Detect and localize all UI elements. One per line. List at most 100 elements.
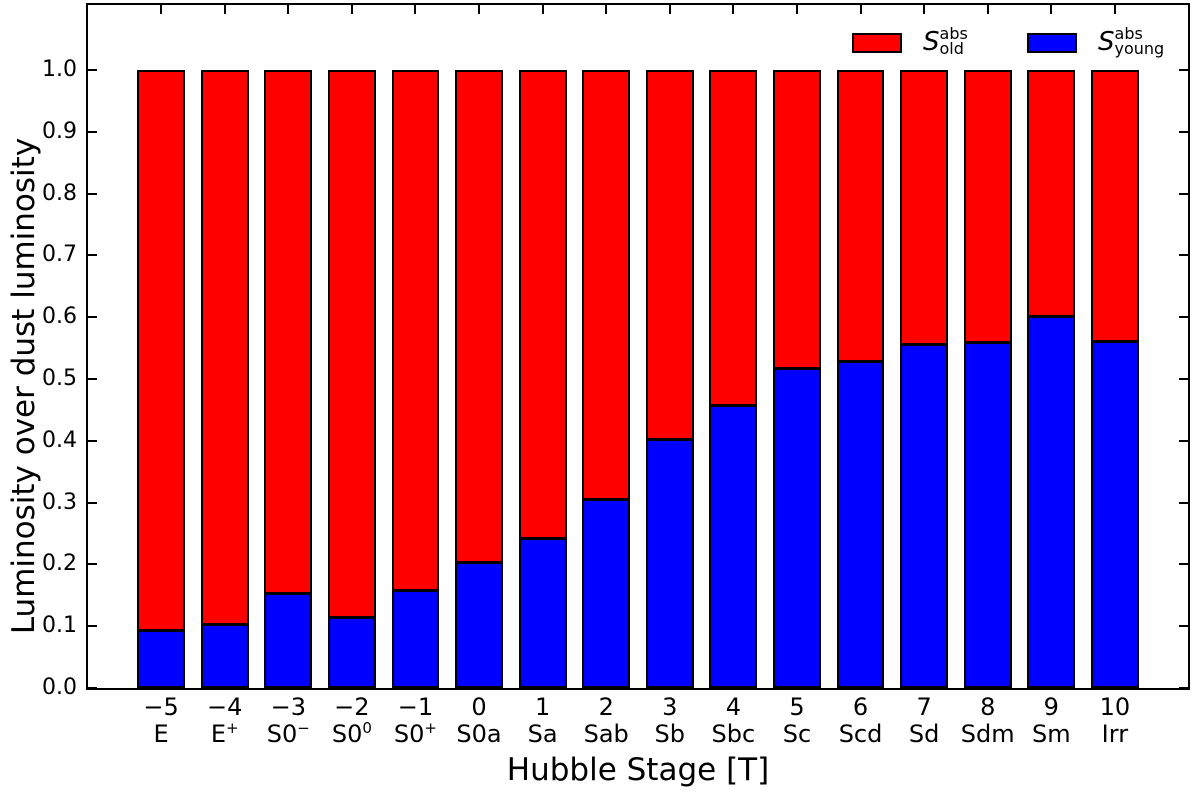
legend-subscript: old [939, 39, 964, 58]
bar-irr [1090, 5, 1139, 688]
bar-segment-old [773, 69, 821, 367]
y-tick-mark-right [1179, 377, 1188, 380]
bar-sc [773, 5, 821, 688]
y-tick-label: 0.2 [42, 551, 77, 577]
y-tick-label: 0.6 [42, 304, 77, 330]
bar-segment-young [391, 588, 440, 688]
legend-swatch-old [852, 33, 902, 53]
legend-superscript: abs [939, 24, 968, 43]
bar-s0a [455, 5, 503, 688]
x-tick-mark-top [1050, 5, 1053, 14]
x-tick-label: −2 S00 [292, 694, 412, 748]
x-tick-number: 1 [534, 693, 551, 721]
y-tick-mark [88, 563, 97, 566]
stage-name-superscript: − [297, 719, 310, 737]
x-tick-number: 4 [725, 693, 742, 721]
legend-sub-sup: abs young [1114, 26, 1165, 58]
bar-segment-young [200, 623, 249, 688]
legend-subscript: young [1114, 39, 1165, 58]
x-tick-label: −3 S0− [228, 694, 348, 748]
x-tick-mark-top [859, 5, 862, 14]
x-tick-label: −1 S0+ [355, 694, 475, 748]
legend-symbol: S [923, 27, 940, 57]
x-tick-mark-top [795, 5, 798, 14]
x-tick-label: 0 S0a [419, 694, 539, 748]
y-tick-mark-right [1179, 192, 1188, 195]
y-tick-label: 0.9 [42, 118, 77, 144]
x-tick-stage-name: Sbc [711, 720, 756, 748]
x-tick-label: 9 Sm [991, 694, 1111, 748]
x-tick-mark-top [478, 5, 481, 14]
x-axis-label: Hubble Stage [T] [506, 752, 770, 788]
bar-segment-old [455, 69, 503, 562]
y-tick-mark [88, 130, 97, 133]
x-tick-stage-name: E+ [210, 719, 239, 748]
y-tick-label: 0.4 [42, 427, 77, 453]
x-tick-label: 2 Sab [546, 694, 666, 748]
x-tick-label: 5 Sc [737, 694, 857, 748]
y-tick-mark-right [1179, 687, 1188, 689]
bar-segment-young [645, 437, 694, 688]
bar-scd [836, 5, 885, 688]
bar-segment-old [200, 69, 249, 624]
x-tick-label: 7 Sd [864, 694, 984, 748]
legend-symbol: S [1098, 27, 1115, 57]
bar-sdm [963, 5, 1012, 688]
x-tick-mark-top [287, 5, 290, 14]
bar-s00 [327, 5, 376, 688]
bar-segment-young [773, 366, 821, 688]
x-tick-number: 2 [598, 693, 614, 721]
x-tick-mark-top [160, 5, 163, 14]
bar-sb [645, 5, 694, 688]
bar-e+ [200, 5, 249, 688]
x-tick-mark-top [923, 5, 926, 14]
y-tick-mark-right [1179, 501, 1188, 504]
bar-segment-young [963, 341, 1012, 688]
x-tick-stage-name: Scd [838, 720, 883, 748]
x-tick-number: −4 [207, 693, 243, 721]
x-tick-mark-top [1113, 5, 1116, 14]
bar-segment-young [709, 403, 758, 688]
x-tick-label: 3 Sb [610, 694, 730, 748]
y-tick-mark [88, 316, 97, 319]
x-tick-stage-name: S0− [266, 719, 310, 748]
y-tick-mark [88, 254, 97, 257]
bar-segment-old [836, 69, 885, 360]
bar-s0− [264, 5, 313, 688]
y-tick-mark [88, 625, 97, 628]
x-tick-mark-top [414, 5, 417, 14]
y-tick-label: 0.5 [42, 365, 77, 391]
bar-segment-young [582, 498, 631, 688]
x-tick-stage-name: Sb [654, 720, 686, 748]
bar-sm [1027, 5, 1076, 688]
x-tick-stage-name: Sc [782, 720, 812, 748]
y-tick-label: 0.7 [42, 242, 77, 268]
bar-s0+ [391, 5, 440, 688]
bar-segment-young [264, 592, 313, 688]
x-tick-stage-name: E [153, 720, 169, 748]
legend-swatch-young [1027, 33, 1077, 53]
bar-sa [518, 5, 567, 688]
bar-segment-young [455, 561, 503, 688]
x-tick-number: 7 [916, 693, 932, 721]
x-tick-stage-name: S00 [331, 719, 372, 748]
y-tick-mark [88, 68, 97, 71]
bar-segment-young [518, 536, 567, 688]
y-tick-label: 0.8 [42, 180, 77, 206]
bar-segment-old [645, 69, 694, 438]
bar-segment-old [900, 69, 949, 344]
bar-sd [900, 5, 949, 688]
x-tick-mark-top [986, 5, 989, 14]
y-tick-mark-right [1179, 254, 1188, 257]
x-tick-number: 8 [980, 693, 996, 721]
x-tick-number: 3 [662, 693, 678, 721]
x-tick-label: 1 Sa [483, 694, 603, 748]
plot-area [86, 3, 1190, 690]
bar-sab [582, 5, 631, 688]
x-tick-stage-name: Sdm [960, 720, 1015, 748]
y-tick-mark [88, 439, 97, 442]
bar-segment-young [1090, 340, 1139, 688]
x-tick-number: 10 [1099, 693, 1131, 721]
